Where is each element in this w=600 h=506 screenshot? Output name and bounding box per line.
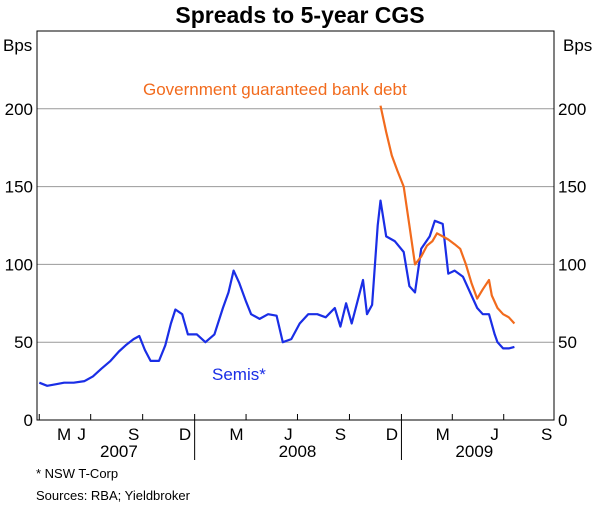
y-unit-left: Bps [3, 36, 32, 55]
footnote-sources: Sources: RBA; Yieldbroker [36, 488, 190, 503]
x-year-label: 2008 [279, 442, 317, 461]
y-tick-label-right: 150 [558, 178, 586, 197]
x-month-label: S [335, 425, 346, 444]
x-month-label: S [128, 425, 139, 444]
series-line-gov-debt [379, 105, 516, 325]
y-tick-label-left: 50 [14, 333, 33, 352]
series-line-semis [38, 199, 515, 387]
y-tick-label-right: 200 [558, 100, 586, 119]
x-month-label: J [284, 425, 293, 444]
footnote-ntcorp: * NSW T-Corp [36, 466, 119, 481]
y-tick-label-right: 100 [558, 255, 586, 274]
x-month-label: J [77, 425, 86, 444]
x-month-label: M [436, 425, 450, 444]
y-tick-label-right: 50 [558, 333, 577, 352]
series-label-gov-debt: Government guaranteed bank debt [143, 80, 407, 99]
x-month-label: M [57, 425, 71, 444]
y-tick-label-left: 100 [5, 255, 33, 274]
x-year-label: 2009 [455, 442, 493, 461]
x-year-label: 2007 [100, 442, 138, 461]
y-tick-label-left: 0 [24, 411, 33, 430]
series-label-semis: Semis* [212, 365, 266, 384]
x-month-label: D [386, 425, 398, 444]
y-unit-right: Bps [563, 36, 592, 55]
plot-frame [36, 30, 555, 421]
y-tick-label-left: 200 [5, 100, 33, 119]
x-month-label: M [229, 425, 243, 444]
x-month-label: S [541, 425, 552, 444]
x-month-label: D [179, 425, 191, 444]
x-month-label: J [490, 425, 499, 444]
y-tick-label-left: 150 [5, 178, 33, 197]
y-tick-label-right: 0 [558, 411, 567, 430]
chart-title: Spreads to 5-year CGS [175, 2, 425, 28]
